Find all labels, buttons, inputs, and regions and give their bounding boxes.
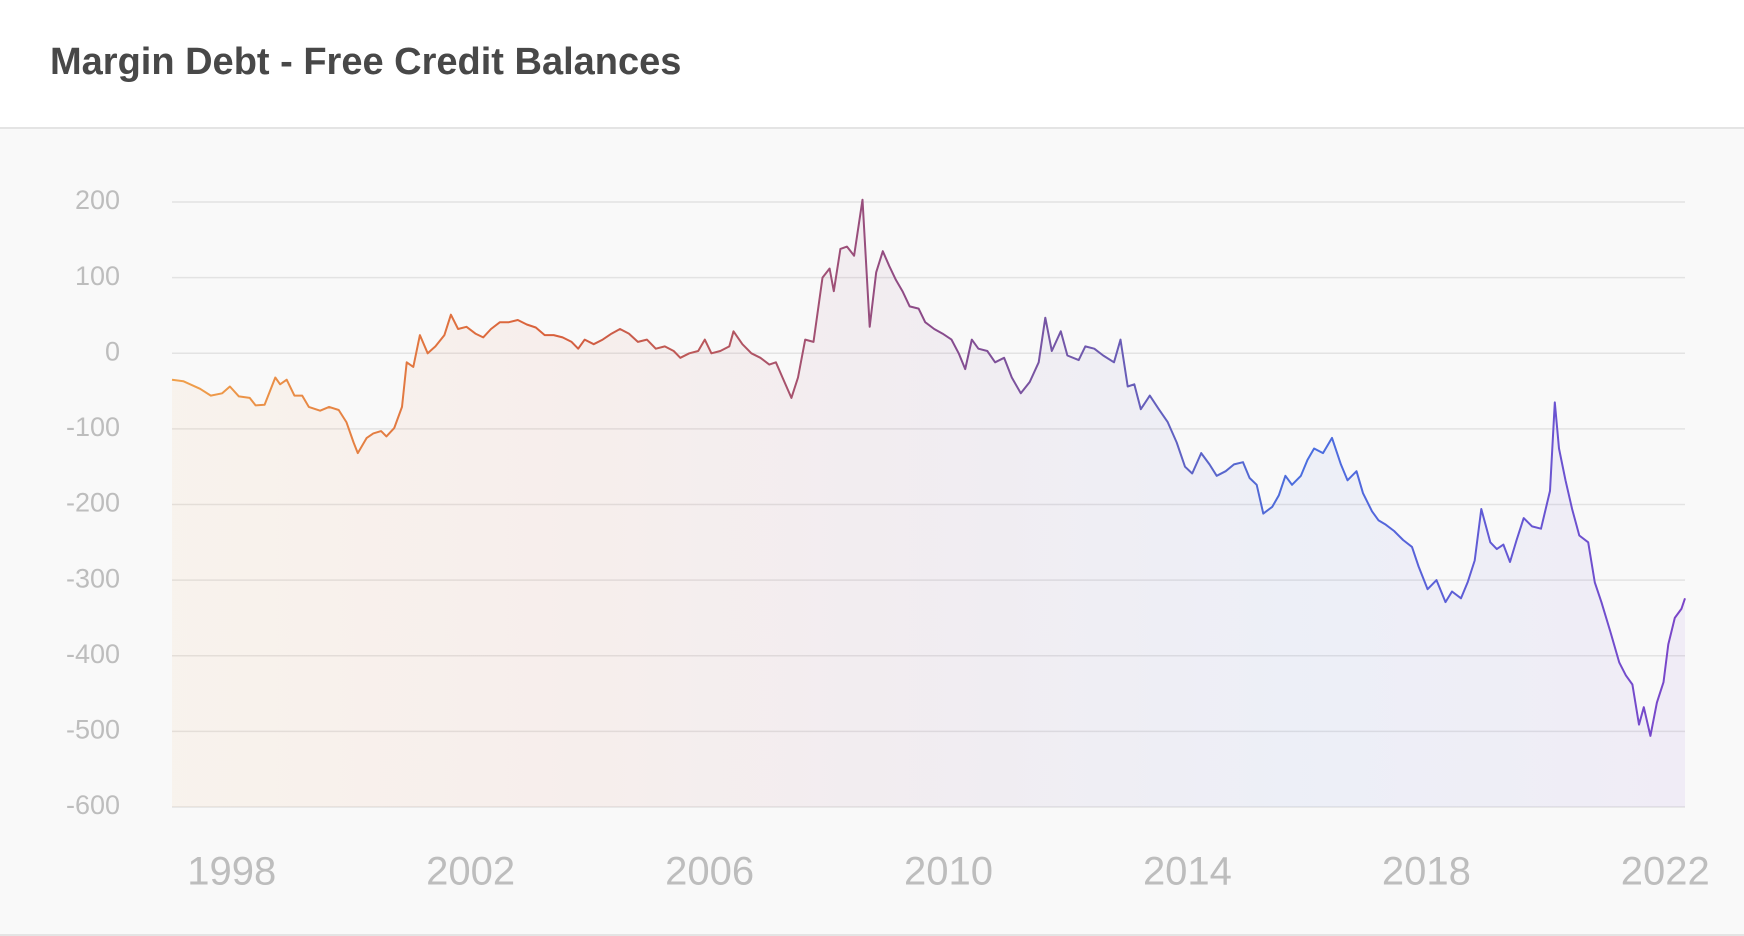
x-tick-label: 2006: [665, 850, 754, 894]
y-tick-label: 200: [75, 185, 120, 215]
y-tick-label: -100: [66, 412, 120, 442]
area-fill: [172, 199, 1685, 807]
y-tick-label: 100: [75, 261, 120, 291]
x-tick-label: 2018: [1382, 850, 1471, 894]
x-tick-label: 2014: [1143, 850, 1232, 894]
y-tick-label: -200: [66, 488, 120, 518]
y-tick-label: -400: [66, 639, 120, 669]
line: [171, 198, 1686, 737]
x-tick-label: 2022: [1621, 850, 1710, 894]
x-tick-label: 1998: [187, 850, 276, 894]
y-tick-label: -300: [66, 563, 120, 593]
chart-title: Margin Debt - Free Credit Balances: [50, 41, 681, 83]
y-tick-label: 0: [105, 336, 120, 366]
y-tick-label: -600: [66, 790, 120, 820]
x-tick-label: 2010: [904, 850, 993, 894]
y-tick-label: -500: [66, 715, 120, 745]
x-tick-label: 2002: [426, 850, 515, 894]
header-bg: [0, 0, 1744, 128]
